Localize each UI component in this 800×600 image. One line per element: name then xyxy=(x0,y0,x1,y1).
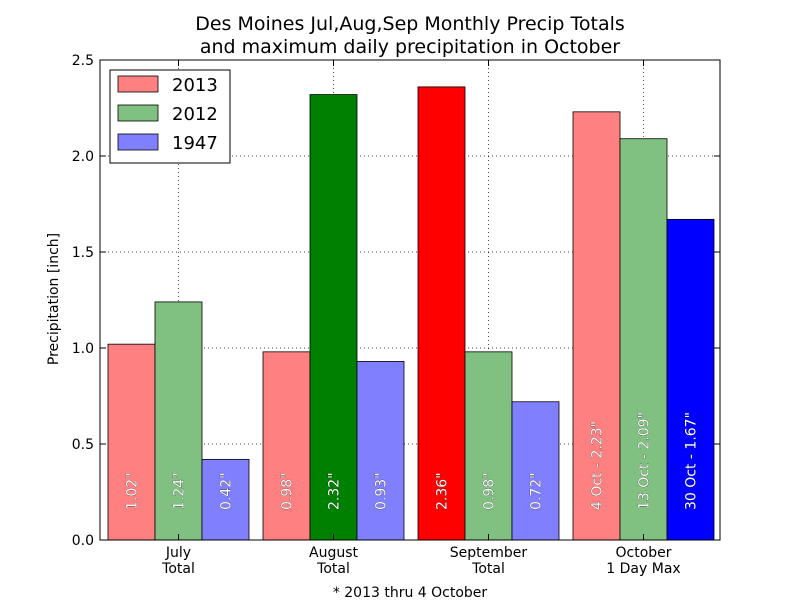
bar-value-label: 4 Oct - 2.23" xyxy=(590,421,606,510)
bar xyxy=(666,218,715,541)
legend-swatch xyxy=(117,133,159,151)
bar xyxy=(619,138,668,541)
ticks-layer: 0.00.51.01.52.02.5JulyTotalAugustTotalSe… xyxy=(72,53,720,577)
bar-value-label: 1.02" xyxy=(125,472,141,510)
bar-value-label: 30 Oct - 1.67" xyxy=(684,412,700,510)
bar-value-label: 0.42" xyxy=(219,472,235,510)
x-tick-label: 1 Day Max xyxy=(606,561,680,577)
x-tick-label: Total xyxy=(161,561,195,577)
bar xyxy=(154,301,203,541)
y-tick-label: 1.5 xyxy=(72,245,94,261)
legend-swatch xyxy=(117,104,159,122)
bar-value-label: 2.32" xyxy=(327,472,343,510)
bar xyxy=(201,458,250,541)
bar-value-label: 2.36" xyxy=(435,472,451,510)
x-tick-label: Total xyxy=(471,561,505,577)
bar-value-label: 1.24" xyxy=(172,472,188,510)
bar-labels-layer: 1.02" 0.98" 2.36" 4 Oct - 2.23" 1.24" 2.32" 0.… xyxy=(124,412,700,510)
y-tick-label: 0.5 xyxy=(72,437,94,453)
legend-swatch xyxy=(117,75,159,93)
legend-entry: 2013 xyxy=(172,75,218,96)
chart-title-line-1: Des Moines Jul,Aug,Sep Monthly Precip To… xyxy=(195,13,625,35)
bar xyxy=(417,86,466,541)
x-tick-label: July xyxy=(165,545,191,561)
bar xyxy=(262,351,311,541)
bar xyxy=(309,94,358,541)
x-tick-label: October xyxy=(615,545,671,561)
bar-value-label: 0.72" xyxy=(529,472,545,510)
legend-entry: 2012 xyxy=(172,104,218,125)
y-axis-label: Precipitation [inch] xyxy=(46,233,62,365)
legend: 2013 2012 1947 xyxy=(109,69,231,164)
y-tick-label: 1.0 xyxy=(72,341,94,357)
bars-layer xyxy=(107,86,715,541)
x-axis-label: * 2013 thru 4 October xyxy=(333,585,488,600)
x-tick-label: Total xyxy=(316,561,350,577)
bar-value-label: 0.98" xyxy=(482,472,498,510)
y-tick-label: 0.0 xyxy=(72,533,94,549)
bar-value-label: 0.98" xyxy=(280,472,296,510)
x-tick-label: August xyxy=(309,545,359,561)
bar xyxy=(464,351,513,541)
bar-value-label: 13 Oct - 2.09" xyxy=(637,412,653,510)
bar-value-label: 0.93" xyxy=(374,472,390,510)
bar xyxy=(107,343,156,541)
plot-frame xyxy=(99,59,721,541)
y-tick-label: 2.0 xyxy=(72,149,94,165)
y-tick-label: 2.5 xyxy=(72,53,94,69)
chart-title-line-2: and maximum daily precipitation in Octob… xyxy=(200,36,620,58)
x-tick-label: September xyxy=(450,545,528,561)
bar xyxy=(356,361,405,541)
bar xyxy=(511,401,560,541)
legend-entry: 1947 xyxy=(172,133,218,154)
